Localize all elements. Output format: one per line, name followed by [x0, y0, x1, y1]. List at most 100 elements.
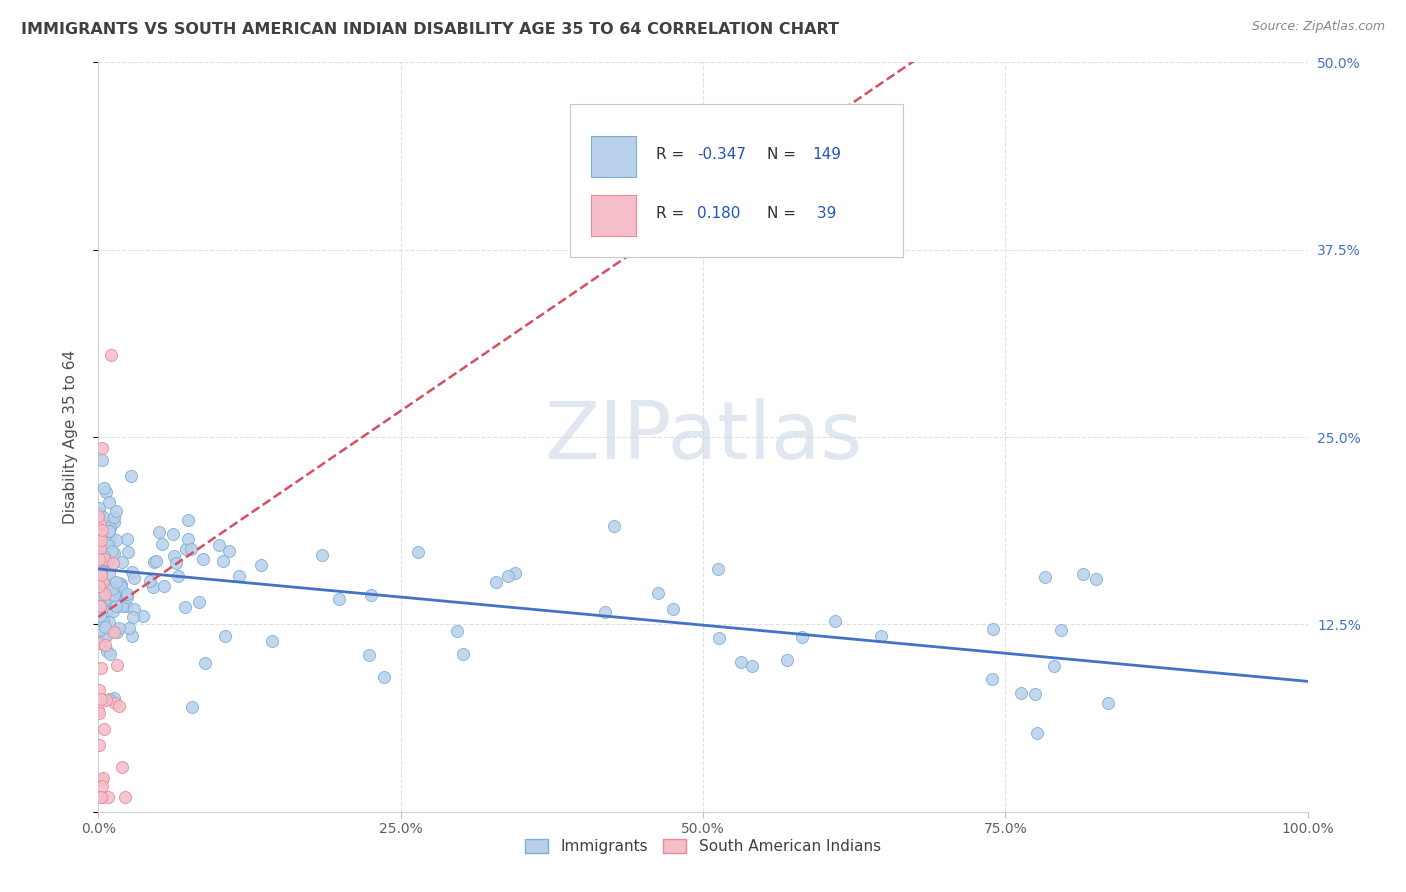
Point [91, 779, 114, 793]
Point [98, 566, 121, 581]
Point [139, 574, 162, 588]
Point [357, 648, 380, 663]
Point [97, 534, 120, 549]
Point [98, 495, 121, 509]
Point [108, 698, 131, 713]
Bar [591, 194, 637, 235]
Point [250, 558, 273, 573]
Point [790, 630, 813, 644]
Point [93, 515, 115, 529]
Point [89, 599, 111, 614]
Text: ZIPatlas: ZIPatlas [544, 398, 862, 476]
Point [87, 500, 110, 515]
Point [104, 588, 127, 602]
Point [90, 789, 112, 804]
Point [89, 599, 111, 613]
Point [177, 513, 200, 527]
Point [87, 611, 110, 625]
Point [311, 548, 333, 562]
Point [110, 577, 132, 591]
Point [97, 552, 120, 566]
Point [89, 569, 111, 583]
Point [115, 587, 138, 601]
Point [90, 692, 112, 706]
Point [91, 517, 114, 532]
Point [111, 599, 134, 614]
Point [98, 615, 121, 629]
Point [89, 623, 111, 637]
Point [706, 562, 728, 576]
Point [90, 567, 112, 582]
Point [150, 537, 173, 551]
Point [89, 596, 111, 610]
Point [96, 643, 118, 657]
Point [824, 614, 846, 628]
Point [100, 647, 122, 661]
Point [730, 655, 752, 669]
Point [180, 541, 202, 556]
Point [91, 453, 114, 467]
Y-axis label: Disability Age 35 to 64: Disability Age 35 to 64 [63, 350, 77, 524]
Point [97, 554, 120, 568]
Point [114, 599, 136, 614]
Point [94, 484, 117, 499]
Point [105, 533, 128, 547]
Point [980, 672, 1002, 686]
Point [228, 569, 250, 583]
Point [218, 544, 240, 558]
Point [162, 526, 184, 541]
Point [91, 565, 114, 579]
Point [328, 591, 350, 606]
Point [131, 608, 153, 623]
Point [103, 691, 125, 706]
FancyBboxPatch shape [569, 103, 903, 257]
Point [165, 556, 187, 570]
Point [93, 722, 115, 736]
Point [145, 554, 167, 568]
Point [163, 549, 186, 563]
Point [98, 533, 121, 547]
Text: 39: 39 [811, 206, 837, 220]
Point [101, 556, 124, 570]
Point [90, 533, 112, 547]
Point [208, 538, 231, 552]
Point [87, 541, 110, 555]
Point [485, 574, 508, 589]
Point [93, 638, 115, 652]
Point [89, 527, 111, 541]
Point [104, 504, 127, 518]
Point [98, 524, 121, 538]
Legend: Immigrants, South American Indians: Immigrants, South American Indians [519, 832, 887, 860]
Point [1050, 623, 1073, 637]
Point [111, 555, 134, 569]
Point [602, 518, 624, 533]
Point [90, 573, 112, 587]
Text: 0.180: 0.180 [697, 206, 741, 220]
Point [91, 632, 114, 646]
Point [180, 700, 202, 714]
Point [89, 558, 111, 572]
Point [503, 566, 526, 580]
Point [143, 555, 166, 569]
Point [103, 588, 125, 602]
Point [111, 760, 134, 774]
Point [89, 516, 111, 531]
Point [451, 647, 474, 661]
Point [104, 696, 127, 710]
Text: R =: R = [655, 206, 689, 220]
Point [93, 551, 115, 566]
Point [87, 574, 110, 589]
Point [90, 577, 112, 591]
Point [94, 620, 117, 634]
Point [93, 615, 115, 629]
Point [142, 580, 165, 594]
Point [93, 574, 115, 589]
Text: 149: 149 [811, 147, 841, 162]
Text: R =: R = [655, 147, 689, 162]
Point [91, 772, 114, 786]
Point [122, 602, 145, 616]
Point [93, 549, 115, 564]
Point [1026, 726, 1049, 740]
Point [114, 789, 136, 804]
Point [446, 624, 468, 638]
